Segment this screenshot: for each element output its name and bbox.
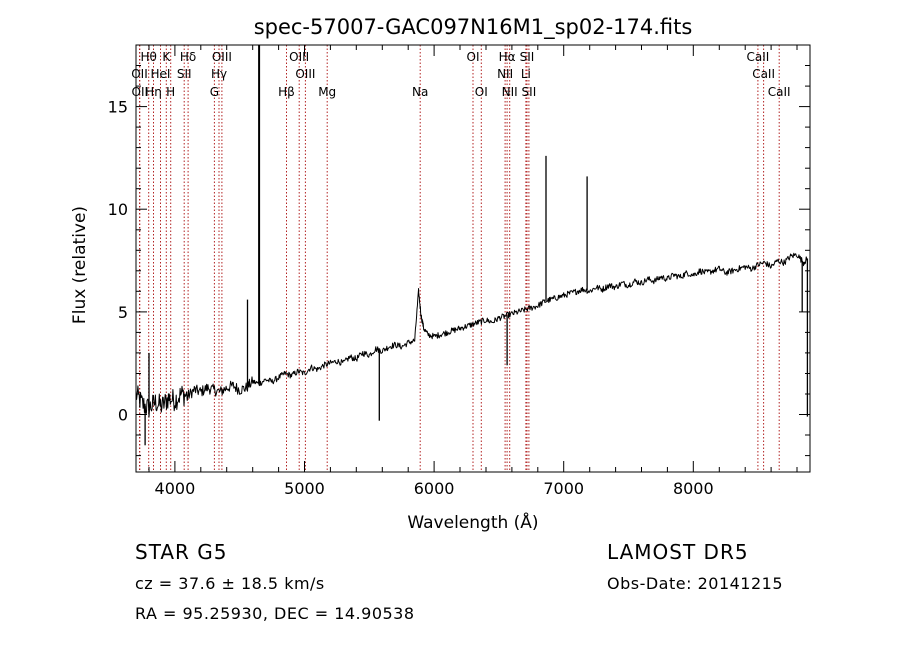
line-label: Hη: [145, 85, 162, 99]
coordinates: RA = 95.25930, DEC = 14.90538: [135, 604, 415, 623]
redshift-velocity: cz = 37.6 ± 18.5 km/s: [135, 574, 325, 593]
chart-title: spec-57007-GAC097N16M1_sp02-174.fits: [254, 15, 693, 40]
y-tick-label: 10: [108, 200, 128, 219]
line-label: SII: [520, 50, 535, 64]
line-label: CaII: [768, 85, 791, 99]
line-labels: Hθ K Hδ OIII OIII OI Hα SII CaII OII HeI SII Hγ OIII N…: [131, 50, 790, 99]
line-label: SII: [522, 85, 537, 99]
observation-date: Obs-Date: 20141215: [607, 574, 784, 593]
line-markers: [139, 45, 780, 472]
line-label: Hθ: [141, 50, 157, 64]
line-label: OIII: [289, 50, 309, 64]
line-label: NII: [502, 85, 518, 99]
x-tick-label: 6000: [414, 479, 455, 498]
line-label: Hα: [499, 50, 516, 64]
y-tick-label: 5: [118, 303, 128, 322]
y-tick-label: 0: [118, 406, 128, 425]
spectrum-series: [135, 45, 809, 446]
line-label: OI: [467, 50, 480, 64]
line-label: H: [166, 85, 175, 99]
line-label: OI: [475, 85, 488, 99]
x-tick-label: 4000: [155, 479, 196, 498]
line-label: G: [210, 85, 219, 99]
spectrum-line: [135, 252, 808, 418]
x-tick-label: 8000: [673, 479, 714, 498]
axis-ticks: 4000 5000 6000 7000 8000 0 5 10 15: [108, 45, 810, 498]
line-label: CaII: [746, 50, 769, 64]
x-axis-label: Wavelength (Å): [407, 511, 538, 533]
x-tick-label: 5000: [284, 479, 325, 498]
line-label: SII: [177, 67, 192, 81]
line-label: Mg: [318, 85, 336, 99]
line-label: Li: [521, 67, 531, 81]
line-label: Na: [412, 85, 428, 99]
y-tick-label: 15: [108, 98, 128, 117]
survey-name: LAMOST DR5: [607, 540, 749, 564]
y-axis-label: Flux (relative): [70, 206, 90, 324]
line-label: OIII: [212, 50, 232, 64]
line-label: HeI: [151, 67, 171, 81]
line-label: NII: [497, 67, 513, 81]
line-label: CaII: [752, 67, 775, 81]
plot-frame: [135, 44, 811, 473]
line-label: OII: [131, 67, 148, 81]
x-tick-label: 7000: [543, 479, 584, 498]
line-label: Hγ: [211, 67, 227, 81]
line-label: Hδ: [180, 50, 196, 64]
line-label: Hβ: [278, 85, 295, 99]
line-label: OIII: [295, 67, 315, 81]
line-label: OII: [132, 85, 149, 99]
line-label: K: [162, 50, 171, 64]
object-class: STAR G5: [135, 540, 228, 564]
